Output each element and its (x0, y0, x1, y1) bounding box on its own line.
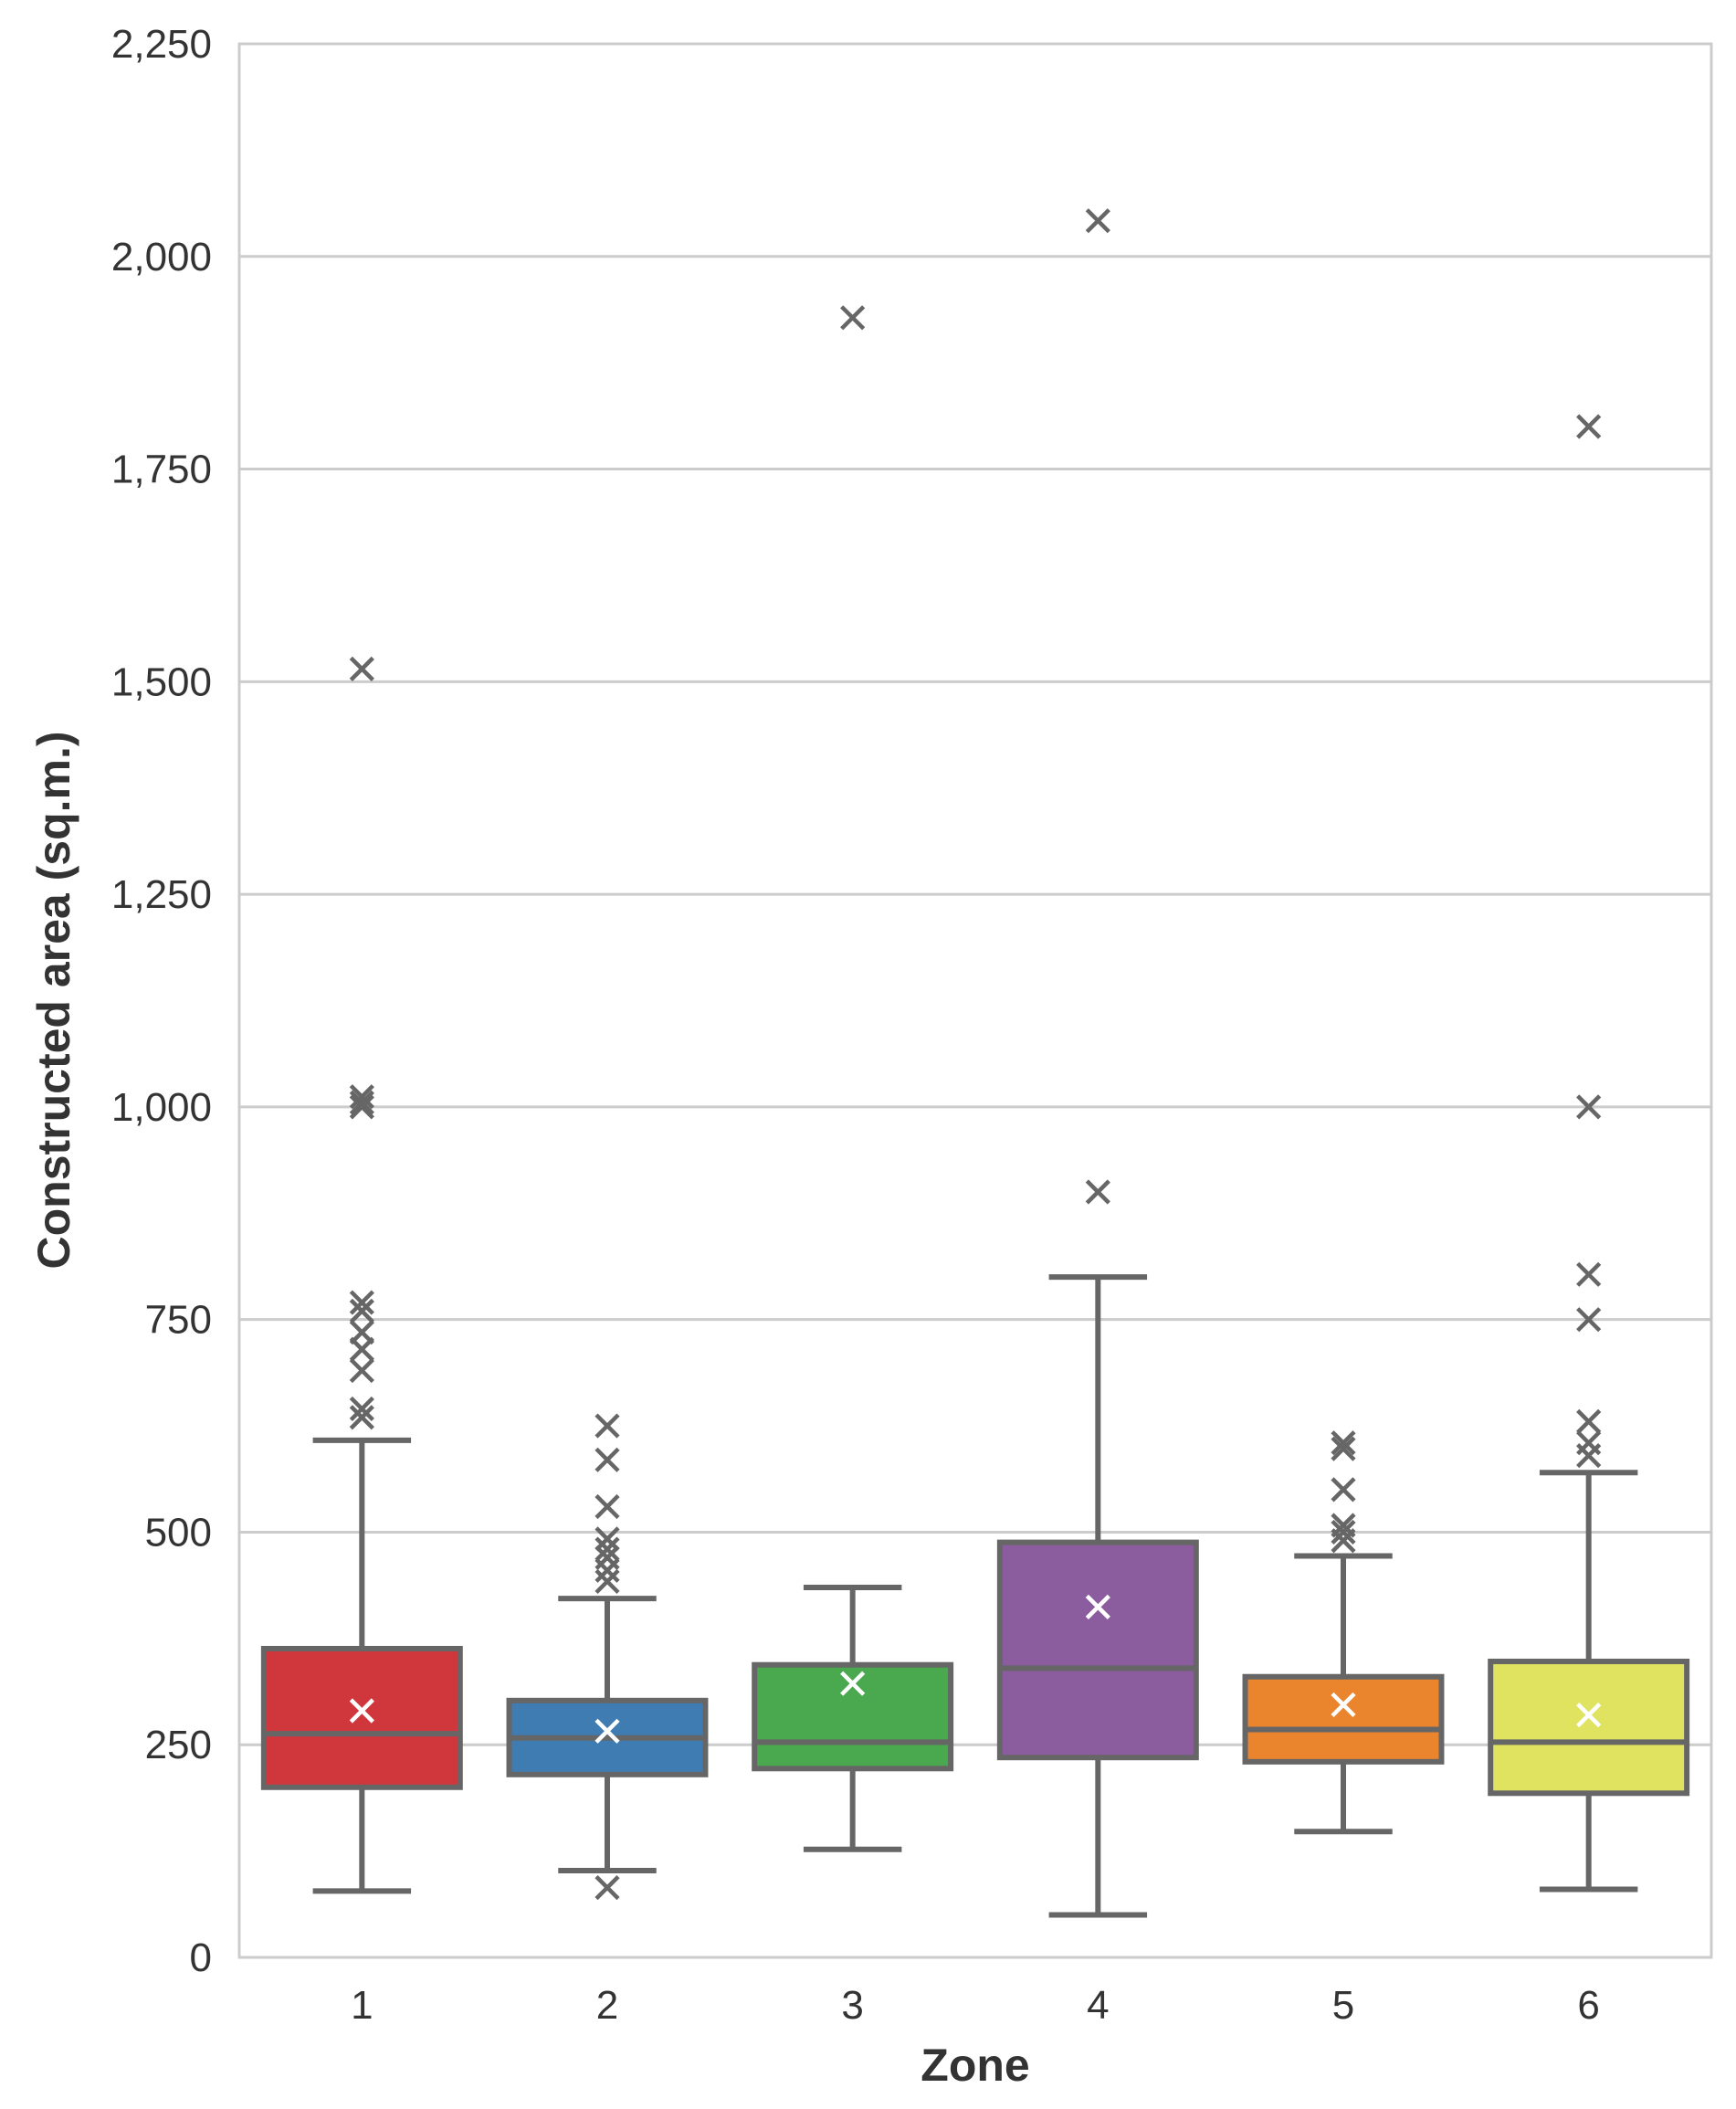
y-axis-title: Constructed area (sq.m.) (28, 731, 79, 1269)
outlier-marker (594, 1493, 620, 1520)
outlier-marker (1576, 1408, 1602, 1434)
box-zone-5 (1242, 1430, 1445, 1835)
outlier-marker (1576, 1261, 1602, 1287)
box-iqr (260, 1646, 463, 1790)
mean-marker (1085, 1594, 1110, 1619)
box-zone-6 (1488, 414, 1690, 1893)
y-tick-label: 250 (145, 1723, 212, 1767)
outlier-marker (594, 1536, 620, 1562)
outlier-marker (594, 1545, 620, 1570)
box-iqr (1488, 1658, 1690, 1797)
box-iqr (996, 1539, 1199, 1761)
x-tick-label: 4 (1087, 1983, 1109, 2028)
x-tick-label: 1 (351, 1983, 373, 2028)
box-zone-4 (996, 208, 1199, 1918)
y-tick-label: 1,250 (111, 872, 212, 917)
outlier-marker (349, 1094, 374, 1120)
outlier-marker (349, 1405, 374, 1430)
outlier-marker (1331, 1430, 1356, 1456)
outlier-marker (349, 1396, 374, 1422)
outlier-marker (594, 1447, 620, 1472)
mean-marker (594, 1718, 620, 1744)
box-zone-3 (752, 305, 954, 1852)
outlier-marker (349, 656, 374, 681)
y-tick-label: 750 (145, 1298, 212, 1343)
box-iqr (752, 1661, 954, 1772)
outlier-marker (349, 1084, 374, 1110)
x-axis-ticks: 1 2 3 4 5 6 (351, 1983, 1600, 2028)
x-tick-label: 5 (1332, 1983, 1354, 2028)
outlier-marker (1331, 1519, 1356, 1545)
outlier-marker (1576, 1430, 1602, 1456)
boxes (260, 208, 1690, 1918)
y-tick-label: 500 (145, 1510, 212, 1555)
mean-marker (1331, 1692, 1356, 1718)
outlier-marker (594, 1875, 620, 1901)
box-zone-1 (260, 656, 463, 1894)
outlier-marker (1331, 1477, 1356, 1503)
outlier-marker (594, 1526, 620, 1552)
mean-marker (840, 1671, 866, 1696)
outlier-marker (1085, 208, 1110, 234)
y-tick-label: 1,000 (111, 1085, 212, 1130)
outlier-marker (349, 1290, 374, 1315)
box-zone-2 (506, 1413, 709, 1901)
y-tick-label: 2,000 (111, 235, 212, 279)
outlier-marker (840, 305, 866, 331)
y-tick-label: 2,250 (111, 22, 212, 67)
plot-area-frame (237, 42, 1713, 1959)
box-iqr (1242, 1673, 1445, 1765)
outlier-marker (349, 1357, 374, 1384)
x-axis-title: Zone (921, 2040, 1029, 2091)
y-tick-label: 1,500 (111, 659, 212, 704)
y-tick-label: 0 (190, 1935, 212, 1980)
y-tick-label: 1,750 (111, 448, 212, 492)
outlier-marker (1576, 1307, 1602, 1333)
outlier-marker (1331, 1436, 1356, 1461)
mean-marker (1576, 1703, 1602, 1728)
outlier-marker (594, 1568, 620, 1595)
outlier-marker (1576, 414, 1602, 439)
x-tick-label: 2 (596, 1983, 618, 2028)
outlier-marker (1576, 1094, 1602, 1120)
outlier-marker (349, 1298, 374, 1323)
x-tick-label: 6 (1577, 1983, 1599, 2028)
x-tick-label: 3 (841, 1983, 863, 2028)
outlier-marker (349, 1320, 374, 1345)
outlier-marker (594, 1413, 620, 1439)
outlier-marker (1331, 1513, 1356, 1538)
outlier-marker (1085, 1179, 1110, 1205)
mean-marker (349, 1698, 374, 1724)
y-axis-ticks: 0 250 500 750 1,000 1,250 1,500 1,750 2,000 2,250 (111, 22, 212, 1980)
outlier-marker (349, 1090, 374, 1115)
